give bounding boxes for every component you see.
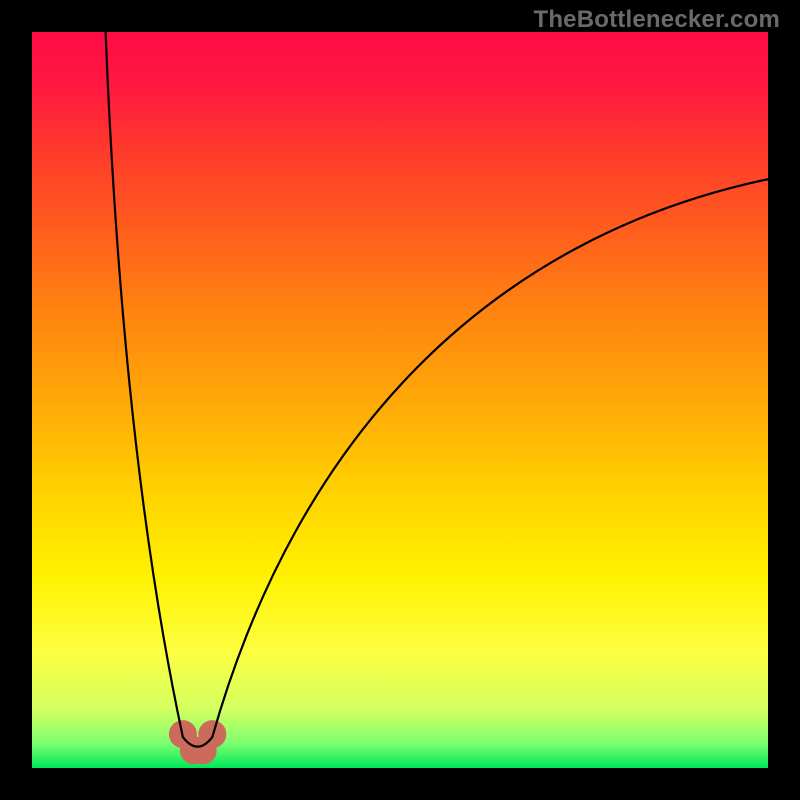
gradient-background <box>32 32 768 768</box>
watermark-text: TheBottlenecker.com <box>533 6 780 34</box>
chart-stage: TheBottlenecker.com <box>0 0 800 800</box>
bottleneck-chart <box>32 32 768 768</box>
